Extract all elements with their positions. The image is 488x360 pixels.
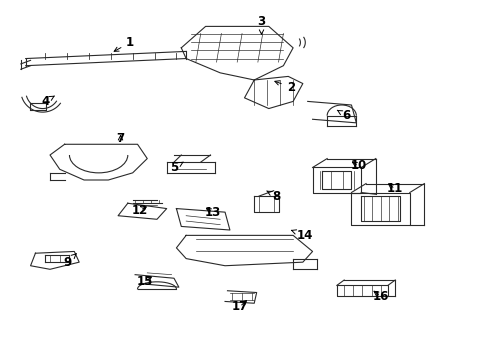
Text: 5: 5 (169, 161, 183, 174)
Text: 7: 7 (116, 132, 124, 145)
Text: 16: 16 (372, 289, 388, 303)
Text: 15: 15 (136, 275, 153, 288)
Text: 9: 9 (63, 254, 76, 269)
Text: 10: 10 (350, 159, 366, 172)
Text: 14: 14 (291, 229, 313, 242)
Text: 11: 11 (386, 183, 403, 195)
Text: 4: 4 (41, 95, 54, 108)
Text: 13: 13 (204, 206, 221, 219)
Text: 2: 2 (274, 81, 294, 94)
Text: 8: 8 (266, 190, 280, 203)
Text: 12: 12 (132, 204, 148, 217)
Text: 6: 6 (337, 109, 350, 122)
Text: 3: 3 (257, 14, 265, 34)
Text: 17: 17 (231, 300, 247, 313)
Text: 1: 1 (114, 36, 134, 51)
